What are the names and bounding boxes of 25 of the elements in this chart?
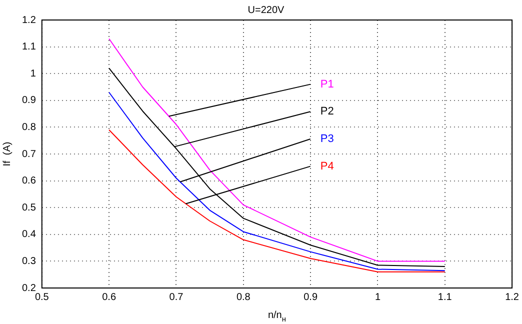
text: P1 [320,78,334,90]
y-axis-title: If (A) [2,142,13,166]
y-tick-label: 0.8 [22,122,36,133]
y-tick-label: 1.1 [22,42,36,53]
y-tick-label: 1.2 [22,14,36,26]
text: P4 [320,160,334,172]
y-tick-label: 0.6 [22,176,36,187]
x-tick-label: 0.5 [34,292,50,303]
y-tick-label: 0.7 [22,148,36,160]
x-tick-label: 0.7 [169,292,184,303]
x-tick-label: 0.6 [102,292,116,303]
y-tick-label: 0.9 [22,95,36,106]
chart-title: U=220V [248,4,285,16]
x-tick-label: 1.1 [438,292,452,303]
y-tick-label: 0.2 [22,282,36,294]
x-tick-label: 0.9 [304,292,318,303]
x-tick-label: 1.2 [505,292,520,303]
text: P3 [320,133,334,146]
x-tick-label: 0.8 [236,292,251,303]
y-tick-label: 1 [30,68,36,80]
y-tick-label: 0.4 [22,229,36,240]
y-tick-label: 0.3 [22,256,36,267]
y-tick-label: 0.5 [22,202,36,214]
x-tick-label: 1 [374,292,381,303]
text: P2 [320,106,334,118]
